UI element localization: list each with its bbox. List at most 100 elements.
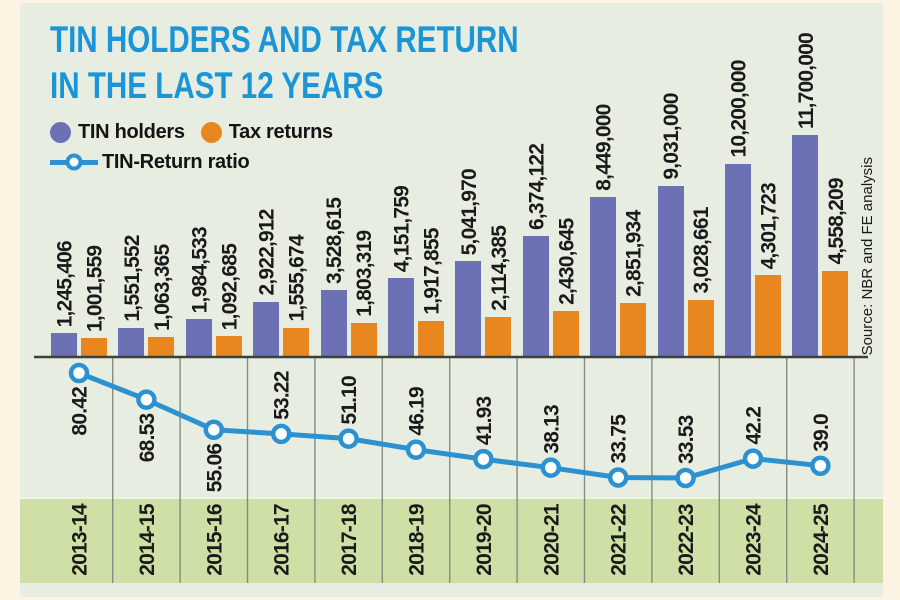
- source-credit: Source: NBR and FE analysis: [859, 156, 876, 355]
- ratio-value-label: 51.10: [338, 376, 361, 425]
- year-label: 2021-22: [608, 504, 631, 576]
- bar-value-label: 1,092,685: [218, 243, 241, 330]
- ratio-point: [540, 457, 562, 478]
- year-label: 2023-24: [743, 503, 766, 576]
- year-label: 2020-21: [540, 503, 563, 576]
- tin-bar: [388, 278, 414, 357]
- bar-value-label: 1,555,674: [286, 234, 309, 321]
- bar-value-label: 3,028,661: [690, 206, 713, 293]
- ratio-value-label: 55.06: [203, 444, 226, 493]
- tin-bar: [51, 333, 77, 357]
- bar-value-label: 6,374,122: [525, 144, 548, 230]
- ratio-point: [675, 467, 696, 489]
- legend-label-tin-holders: TIN holders: [78, 120, 185, 143]
- legend-row-ratio: TIN-Return ratio: [50, 147, 333, 177]
- tax-bar: [148, 336, 175, 357]
- tin-bar: [522, 236, 549, 357]
- year-label: 2015-16: [203, 504, 226, 576]
- ratio-point: [203, 419, 225, 441]
- chart-panel: TIN HOLDERS AND TAX RETURN IN THE LAST 1…: [20, 3, 883, 597]
- ratio-point: [338, 428, 359, 449]
- ratio-point: [270, 423, 292, 445]
- ratio-value-label: 39.0: [810, 414, 833, 452]
- tax-bar: [350, 322, 377, 357]
- bar-value-label: 2,114,385: [488, 225, 511, 311]
- bar-value-label: 3,528,615: [323, 197, 346, 284]
- tin-bar: [725, 163, 751, 357]
- bar-value-label: 2,851,934: [623, 210, 646, 297]
- page-title: TIN HOLDERS AND TAX RETURN IN THE LAST 1…: [50, 17, 519, 109]
- ratio-value-label: 53.22: [271, 371, 294, 420]
- tax-bar: [283, 327, 310, 357]
- ratio-line: [78, 370, 821, 481]
- ratio-line-marker-icon: [50, 151, 98, 173]
- legend-row-bars: TIN holders Tax returns: [50, 117, 333, 147]
- tax-bar: [755, 275, 781, 357]
- tax-returns-dot-icon: [200, 121, 222, 143]
- tin-bar: [320, 290, 347, 357]
- bar-value-label: 11,700,000: [795, 33, 818, 129]
- year-label: 2018-19: [406, 504, 429, 576]
- bar-value-label: 10,200,000: [728, 60, 751, 157]
- tax-bar: [552, 310, 579, 357]
- tax-bar: [418, 320, 444, 357]
- ratio-point: [810, 455, 831, 476]
- year-label: 2013-14: [69, 503, 92, 576]
- tin-bar: [253, 301, 280, 357]
- ratio-value-label: 80.42: [69, 387, 92, 436]
- bar-value-label: 4,301,723: [758, 183, 781, 269]
- ratio-point: [607, 467, 629, 488]
- chart-svg-overlay: 1,245,406 1,001,559 1,551,552 1,063,365 1,98…: [34, 33, 868, 583]
- title-line-1: TIN HOLDERS AND TAX RETURN: [50, 19, 519, 60]
- tin-holders-dot-icon: [50, 121, 71, 143]
- bar-value-label: 1,551,552: [121, 235, 144, 321]
- tax-bar: [485, 316, 512, 357]
- legend: TIN holders Tax returns TIN-Return ratio: [50, 117, 333, 177]
- ratio-value-label: 46.19: [406, 387, 429, 436]
- bar-value-label: 1,063,365: [151, 243, 174, 330]
- ratio-point: [405, 439, 427, 460]
- bar-value-label: 1,917,855: [421, 227, 444, 314]
- ratio-point: [742, 448, 764, 469]
- tin-bar: [455, 261, 482, 357]
- year-label: 2014-15: [136, 503, 159, 576]
- year-label: 2024-25: [810, 503, 833, 576]
- bar-value-label: 9,031,000: [660, 93, 683, 179]
- tax-bar: [687, 299, 714, 357]
- bar-value-label: 5,041,970: [458, 169, 481, 255]
- bar-value-label: 1,001,559: [84, 246, 107, 332]
- year-label: 2017-18: [338, 503, 361, 576]
- tin-bar: [792, 135, 819, 357]
- ratio-point: [136, 389, 157, 410]
- legend-label-tax-returns: Tax returns: [228, 120, 333, 143]
- ratio-point: [68, 362, 90, 384]
- bar-value-label: 1,245,406: [54, 241, 77, 327]
- bar-value-label: 1,984,533: [188, 227, 211, 313]
- ratio-value-label: 68.53: [136, 414, 159, 463]
- ratio-value-label: 38.13: [540, 405, 563, 454]
- ratio-value-label: 42.2: [743, 407, 766, 445]
- title-line-2: IN THE LAST 12 YEARS: [50, 65, 384, 106]
- tin-bar: [118, 327, 145, 357]
- bar-value-label: 2,922,912: [256, 209, 279, 295]
- year-axis-band: [20, 497, 883, 583]
- tin-bar: [657, 185, 684, 357]
- year-label: 2022-23: [675, 504, 698, 576]
- bar-value-label: 4,558,209: [825, 178, 848, 264]
- ratio-value-label: 33.75: [608, 414, 631, 464]
- year-label: 2019-20: [473, 504, 496, 576]
- tax-bar: [81, 338, 107, 357]
- bar-value-label: 8,449,000: [593, 104, 616, 190]
- legend-label-ratio: TIN-Return ratio: [102, 150, 250, 173]
- year-label: 2016-17: [271, 504, 294, 576]
- ratio-point: [473, 448, 494, 470]
- tin-bar: [185, 319, 212, 357]
- bar-value-label: 4,151,759: [391, 186, 414, 272]
- tax-bar: [215, 336, 242, 357]
- bar-value-label: 2,430,645: [555, 218, 578, 305]
- tin-bar: [590, 196, 617, 357]
- tax-bar: [822, 270, 849, 357]
- ratio-value-label: 33.53: [675, 415, 698, 464]
- tax-bar: [620, 302, 647, 357]
